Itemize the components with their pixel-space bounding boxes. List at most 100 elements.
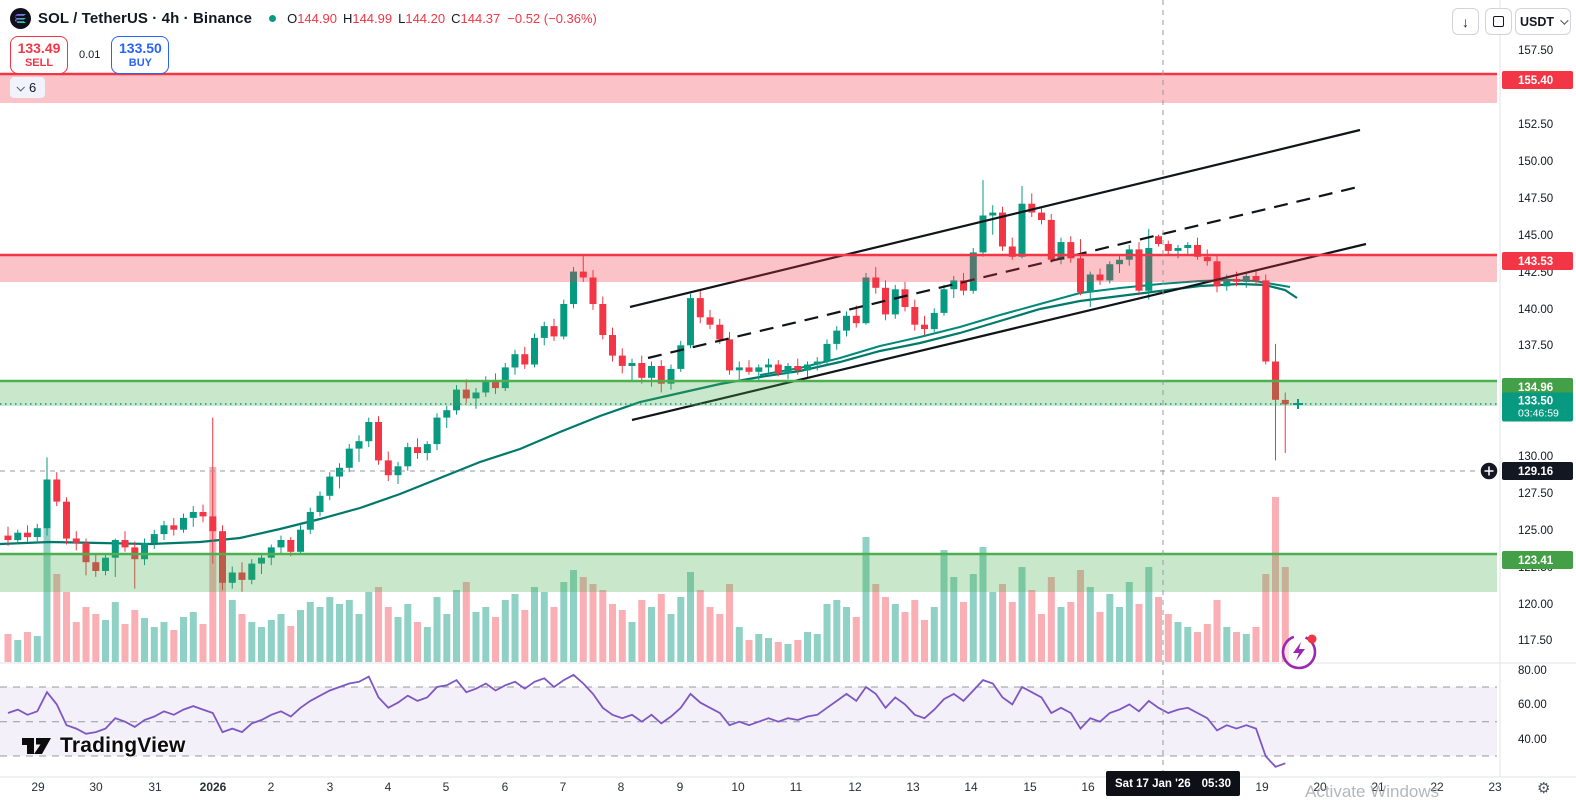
- sell-price: 133.49: [17, 40, 61, 56]
- ohlc-values: O144.90 H144.99 L144.20 C144.37: [287, 11, 500, 26]
- price-zones-layer: [0, 72, 1497, 592]
- time-axis[interactable]: 29 30 31 2026 2 3 4 5 6 7 8 9 10 11 12 13 14 15 16 19 20 21 22…: [31, 780, 1502, 794]
- sell-button[interactable]: 133.49 SELL: [10, 36, 68, 74]
- tooltip-date: Sat 17 Jan '26: [1115, 777, 1191, 790]
- price-axis-chip: 129.16: [1502, 462, 1573, 480]
- svg-text:15: 15: [1023, 780, 1037, 794]
- svg-text:20: 20: [1313, 780, 1327, 794]
- svg-text:117.50: 117.50: [1518, 635, 1552, 647]
- symbol-title[interactable]: SOL / TetherUS · 4h · Binance: [38, 10, 253, 27]
- fullscreen-icon: [1493, 16, 1504, 27]
- svg-text:7: 7: [560, 780, 567, 794]
- svg-text:2: 2: [268, 780, 275, 794]
- ma-fast-line: [759, 278, 1291, 376]
- buy-label: BUY: [128, 57, 153, 69]
- buy-button[interactable]: 133.50 BUY: [111, 36, 170, 74]
- volume-bars-layer: [4, 467, 1289, 662]
- notification-dot: [1307, 634, 1317, 644]
- svg-text:19: 19: [1255, 780, 1269, 794]
- svg-text:125.00: 125.00: [1518, 525, 1553, 537]
- svg-text:157.50: 157.50: [1518, 45, 1553, 57]
- svg-text:13: 13: [906, 780, 920, 794]
- price-axis[interactable]: 157.50152.50150.00147.50145.00142.50140.…: [1502, 45, 1573, 746]
- spread-value: 0.01: [77, 48, 103, 62]
- svg-text:40.00: 40.00: [1518, 734, 1547, 746]
- indicators-collapse-chip[interactable]: 6: [10, 77, 46, 98]
- svg-text:129.16: 129.16: [1518, 466, 1553, 478]
- trend-channel-layer: [629, 128, 1367, 422]
- svg-text:123.41: 123.41: [1518, 555, 1554, 567]
- svg-text:29: 29: [31, 780, 45, 794]
- svg-text:155.40: 155.40: [1518, 75, 1553, 87]
- svg-text:21: 21: [1371, 780, 1385, 794]
- lightning-icon: [1293, 642, 1305, 661]
- svg-text:137.50: 137.50: [1518, 340, 1553, 352]
- price-axis-chip: 143.53: [1502, 252, 1573, 270]
- svg-text:14: 14: [964, 780, 978, 794]
- rsi-pane-layer: [0, 673, 1497, 768]
- svg-text:147.50: 147.50: [1518, 193, 1553, 205]
- market-open-dot-icon: [269, 15, 277, 22]
- ohlc-close-label: C: [451, 11, 461, 26]
- price-axis-chip: 123.41: [1502, 551, 1573, 569]
- svg-text:152.50: 152.50: [1518, 119, 1553, 131]
- svg-text:130.00: 130.00: [1518, 451, 1553, 463]
- svg-text:143.53: 143.53: [1518, 256, 1553, 268]
- crosshair-time-tooltip: Sat 17 Jan '26 05:30: [1106, 771, 1241, 796]
- tooltip-time: 05:30: [1201, 777, 1232, 790]
- svg-text:9: 9: [677, 780, 684, 794]
- indicators-count: 6: [29, 80, 37, 95]
- tradingview-logo-text: TradingView: [60, 734, 186, 757]
- timezone-settings-gear-icon[interactable]: ⚙: [1537, 780, 1551, 797]
- svg-text:3: 3: [327, 780, 334, 794]
- ohlc-high-label: H: [342, 11, 353, 26]
- svg-text:16: 16: [1081, 780, 1095, 794]
- buy-price: 133.50: [119, 40, 162, 56]
- add-alert-plus-button[interactable]: [1479, 461, 1499, 481]
- sell-label: SELL: [24, 57, 54, 69]
- price-change: −0.52 (−0.36%): [507, 11, 597, 26]
- candles-layer: [4, 180, 1289, 592]
- tradingview-logo-icon: [22, 738, 51, 754]
- svg-text:150.00: 150.00: [1518, 156, 1553, 168]
- last-price-layer: [0, 399, 1497, 409]
- svg-text:12: 12: [848, 780, 862, 794]
- fullscreen-button[interactable]: [1485, 8, 1512, 35]
- svg-text:23: 23: [1488, 780, 1502, 794]
- svg-text:31: 31: [148, 780, 162, 794]
- svg-text:145.00: 145.00: [1518, 230, 1553, 242]
- currency-value: USDT: [1519, 14, 1555, 29]
- price-axis-chip: 155.40: [1502, 71, 1573, 89]
- svg-text:4: 4: [385, 780, 392, 794]
- svg-text:30: 30: [89, 780, 103, 794]
- svg-text:127.50: 127.50: [1518, 488, 1553, 500]
- ma-slow-line: [0, 282, 1298, 546]
- trade-widget: 133.49 SELL 0.01 133.50 BUY: [10, 36, 170, 74]
- svg-text:134.96: 134.96: [1518, 382, 1553, 394]
- sol-coin-icon: [10, 8, 31, 29]
- svg-text:80.00: 80.00: [1518, 665, 1547, 677]
- svg-text:120.00: 120.00: [1518, 599, 1553, 611]
- scroll-to-recent-button[interactable]: ↓: [1452, 8, 1479, 35]
- symbol-legend[interactable]: SOL / TetherUS · 4h · Binance O144.90 H1…: [10, 8, 597, 29]
- pane-separators: [0, 0, 1576, 778]
- ohlc-open-value: 144.90: [297, 11, 337, 26]
- tradingview-logo[interactable]: TradingView: [22, 733, 186, 759]
- svg-text:11: 11: [790, 780, 803, 794]
- svg-text:5: 5: [443, 780, 450, 794]
- svg-text:133.50: 133.50: [1518, 396, 1553, 408]
- ohlc-low-label: L: [398, 11, 406, 26]
- chevron-down-icon: [1560, 15, 1569, 25]
- ohlc-high-value: 144.99: [352, 11, 393, 26]
- ohlc-low-value: 144.20: [405, 11, 446, 26]
- currency-dropdown[interactable]: USDT: [1515, 8, 1571, 35]
- flash-alert-widget[interactable]: [1278, 628, 1324, 679]
- svg-text:6: 6: [502, 780, 509, 794]
- arrow-down-icon: ↓: [1462, 13, 1469, 30]
- chevron-down-icon: [16, 82, 25, 92]
- svg-text:140.00: 140.00: [1518, 304, 1553, 316]
- ohlc-open-label: O: [287, 11, 298, 26]
